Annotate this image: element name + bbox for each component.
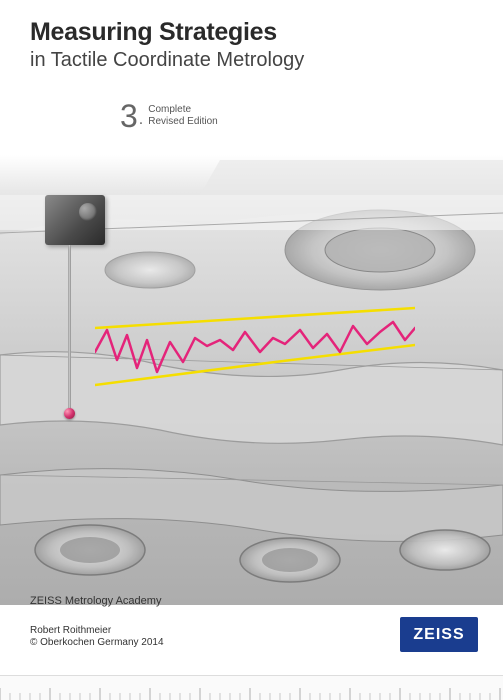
- ruler-ticks: [0, 675, 503, 700]
- zeiss-logo-text: ZEISS: [413, 626, 464, 644]
- edition-dot: .: [139, 111, 143, 129]
- edition-line2: Revised Edition: [148, 116, 217, 128]
- measurement-trace-chart: [95, 290, 415, 400]
- edition-number: 3: [120, 100, 138, 132]
- author-name: Robert Roithmeier: [30, 625, 164, 636]
- title-subtitle: in Tactile Coordinate Metrology: [30, 49, 304, 72]
- probe-ruby-tip-icon: [64, 408, 75, 419]
- title-main: Measuring Strategies: [30, 18, 304, 47]
- copyright-text: © Oberkochen Germany 2014: [30, 637, 164, 648]
- ruler-footer: [0, 675, 503, 700]
- title-block: Measuring Strategies in Tactile Coordina…: [30, 18, 304, 72]
- edition-line1: Complete: [148, 104, 217, 116]
- edition-text: Complete Revised Edition: [148, 104, 217, 128]
- edition-badge: 3 . Complete Revised Edition: [120, 100, 218, 132]
- academy-label: ZEISS Metrology Academy: [30, 595, 164, 607]
- footer-block: ZEISS Metrology Academy Robert Roithmeie…: [30, 595, 164, 648]
- probe-head: [45, 195, 105, 245]
- probe-stylus: [68, 245, 71, 410]
- zeiss-logo: ZEISS: [400, 617, 478, 652]
